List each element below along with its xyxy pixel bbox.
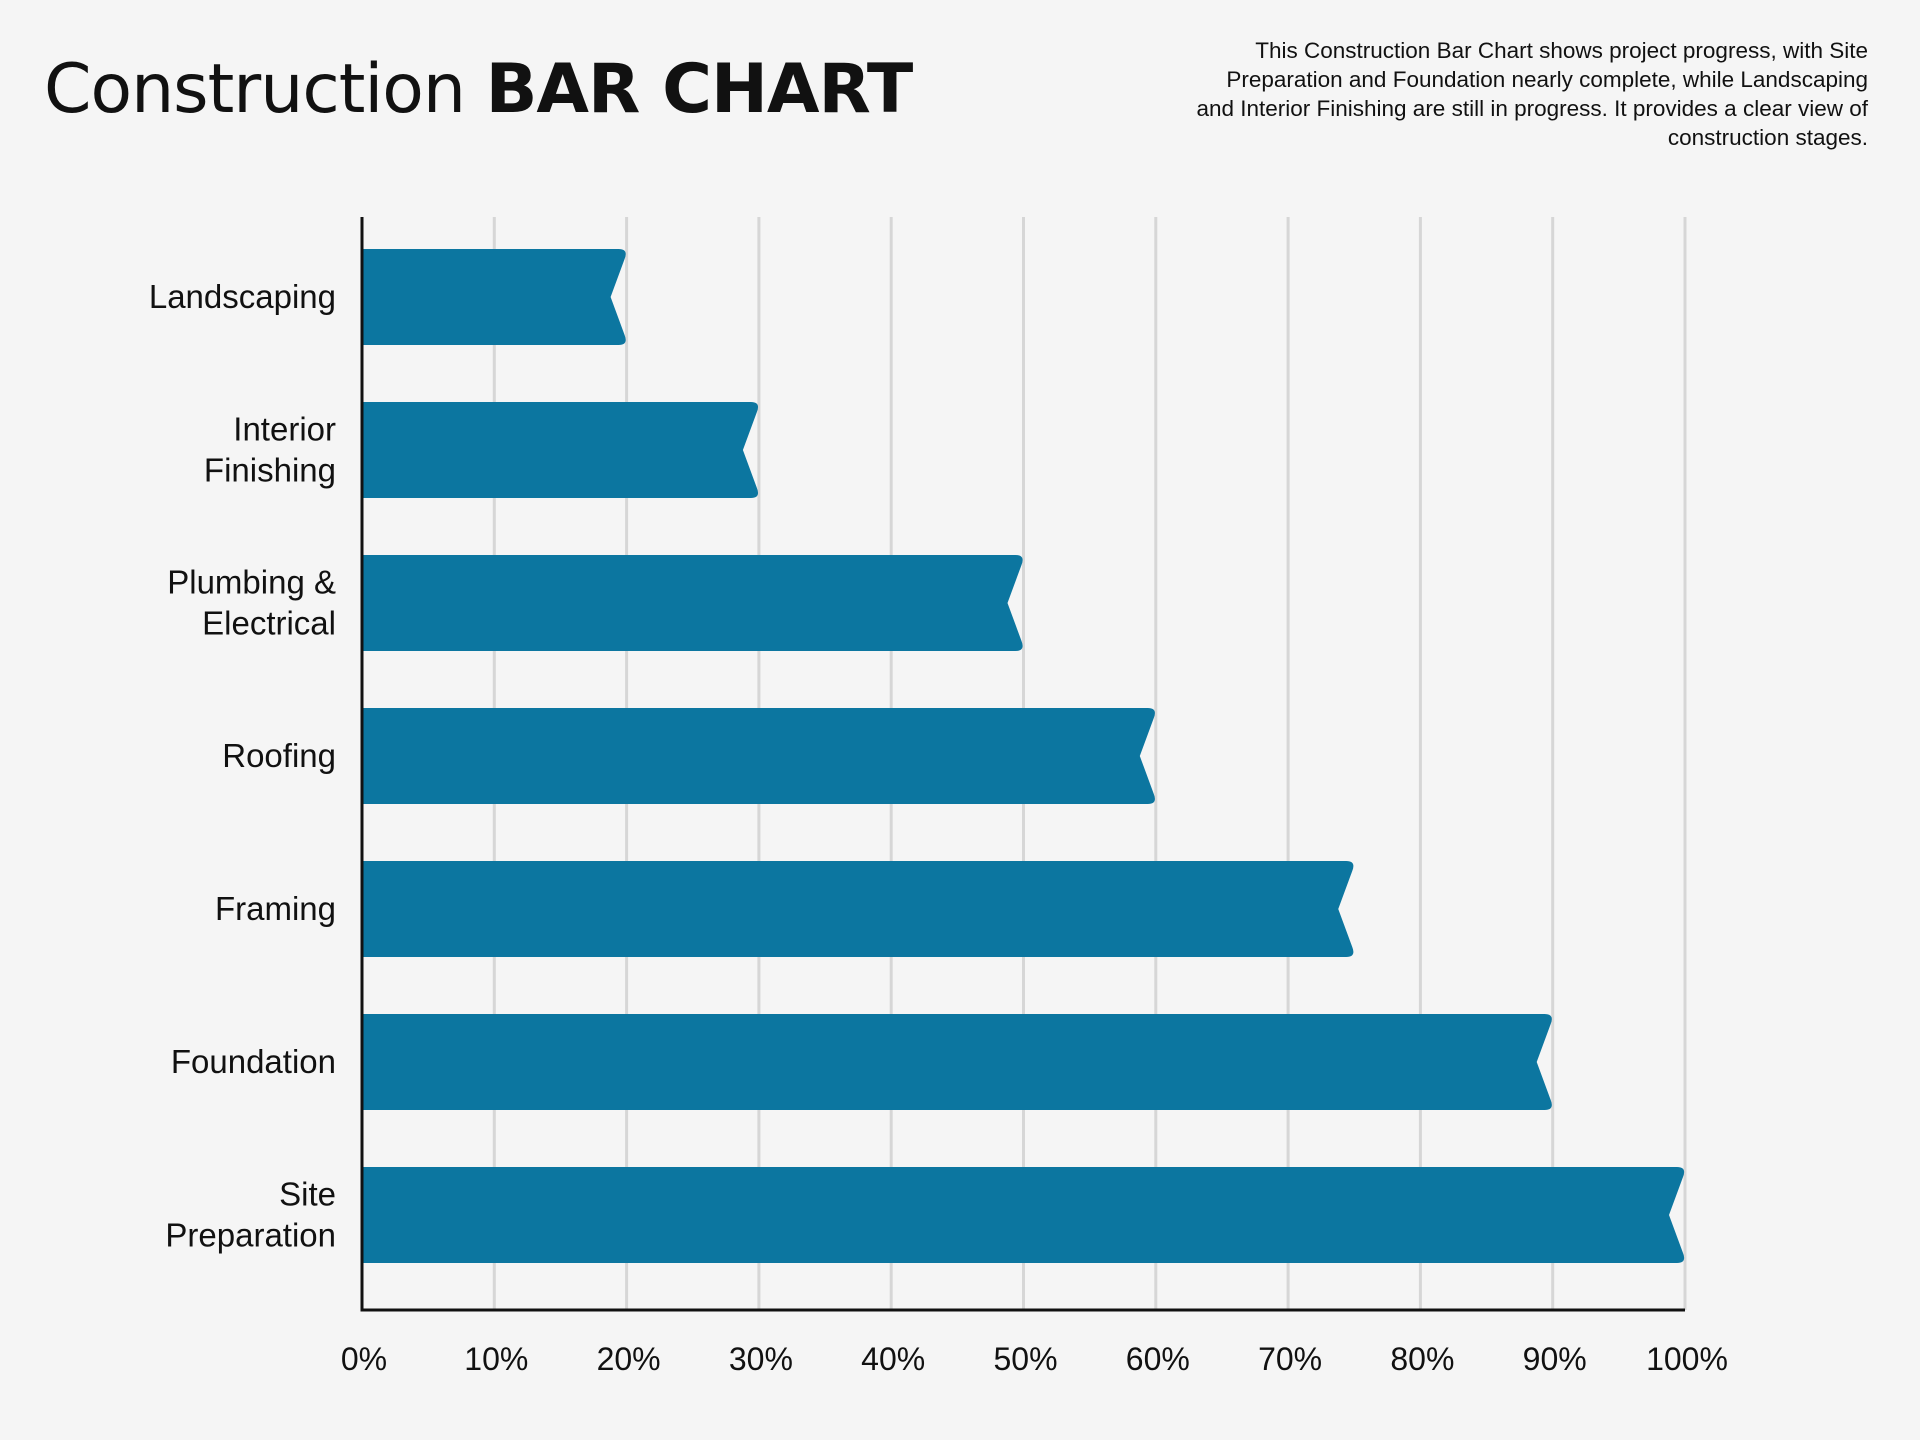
bar — [362, 708, 1155, 804]
tick-label: 50% — [993, 1341, 1057, 1377]
tick-labels: 0% 10% 20% 30% 40% 50% 60% 70% 80% 90% 100% — [341, 1341, 1728, 1377]
chart-title-light: Construction — [44, 50, 466, 129]
bar — [362, 402, 759, 498]
tick-label: 10% — [464, 1341, 528, 1377]
category-label: Site Preparation — [165, 1176, 336, 1254]
tick-label: 40% — [861, 1341, 925, 1377]
category-label: Foundation — [171, 1043, 336, 1080]
chart-title-bold: BAR CHART — [485, 50, 914, 129]
chart-description: This Construction Bar Chart shows projec… — [1196, 38, 1868, 150]
category-label: Plumbing & Electrical — [167, 564, 336, 642]
bar — [362, 1167, 1685, 1263]
tick-label: 100% — [1646, 1341, 1728, 1377]
bars — [362, 249, 1685, 1263]
chart-title: Construction BAR CHART — [44, 50, 914, 130]
category-label: Roofing — [222, 737, 336, 774]
tick-label: 60% — [1126, 1341, 1190, 1377]
category-label: Framing — [215, 890, 336, 927]
category-label: Landscaping — [149, 278, 336, 315]
category-labels: Landscaping Interior Finishing Plumbing & El… — [149, 278, 336, 1254]
bar — [362, 249, 626, 345]
tick-label: 0% — [341, 1341, 387, 1377]
tick-label: 20% — [597, 1341, 661, 1377]
axes — [360, 217, 1685, 1312]
bar — [362, 861, 1354, 957]
tick-label: 90% — [1523, 1341, 1587, 1377]
tick-label: 80% — [1390, 1341, 1454, 1377]
tick-label: 30% — [729, 1341, 793, 1377]
bar — [362, 555, 1023, 651]
tick-label: 70% — [1258, 1341, 1322, 1377]
category-label: Interior Finishing — [204, 411, 336, 489]
bar — [362, 1014, 1552, 1110]
